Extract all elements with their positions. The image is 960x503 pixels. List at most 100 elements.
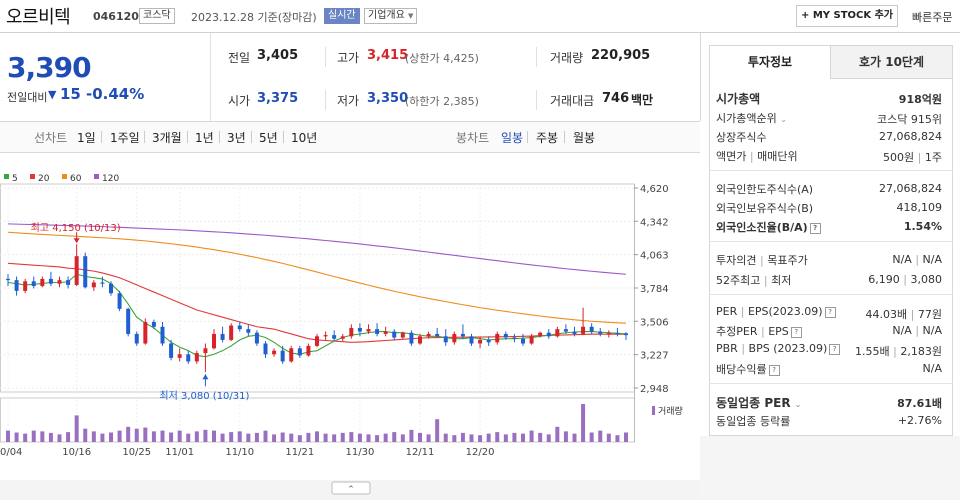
low-label: 저가: [337, 94, 360, 108]
candle-body: [83, 256, 88, 288]
tab-investment-info[interactable]: 투자정보: [709, 45, 831, 78]
stock-header: 오르비텍 046120 코스닥 2023.12.28 기준(장마감) 실시간 기…: [0, 0, 960, 32]
w52-low-label: 최저: [771, 274, 792, 287]
shares-label: 상장주식수: [716, 131, 767, 144]
volume-bar: [23, 433, 28, 442]
volume-legend-label: 거래량: [658, 405, 683, 417]
pbr-values: 1.55배 | 2,183원: [855, 345, 942, 358]
period-1d[interactable]: 1일: [77, 131, 96, 145]
change-label: 전일대비: [7, 91, 48, 104]
volume-bar: [194, 431, 199, 442]
candle-body: [357, 327, 362, 332]
x-tick-label: 12/20: [466, 447, 495, 458]
volume-bar: [66, 432, 71, 442]
quick-order-link[interactable]: 빠른주문: [912, 11, 953, 24]
volume-bar: [581, 404, 586, 442]
volume-bar: [91, 431, 96, 442]
help-icon[interactable]: ?: [809, 223, 821, 234]
tab-orderbook[interactable]: 호가 10단계: [830, 45, 953, 79]
mystock-label: MY STOCK 추가: [812, 10, 894, 21]
volume-bar: [134, 428, 139, 442]
open-label: 시가: [228, 94, 251, 108]
candle-body: [400, 332, 405, 338]
candle-body: [14, 280, 19, 291]
period-1w[interactable]: 1주일: [110, 131, 140, 145]
divider: [536, 47, 537, 67]
candle-body: [521, 338, 525, 344]
volume-bar: [143, 427, 148, 442]
volume-bar: [177, 430, 182, 442]
candle-body: [512, 337, 517, 339]
volume-bar: [31, 430, 36, 442]
period-10y[interactable]: 10년: [291, 131, 318, 145]
industry-rate-value: +2.76%: [897, 414, 942, 427]
target-label: 목표주가: [767, 254, 808, 267]
candle-weekly[interactable]: 주봉: [536, 131, 559, 145]
candle-body: [289, 348, 294, 362]
candle-body: [572, 331, 577, 334]
volume-bar: [546, 434, 551, 442]
candle-body: [383, 331, 388, 334]
chevron-down-icon[interactable]: ⌄: [794, 400, 802, 409]
ma20-line: [7, 262, 627, 343]
volume-bar: [109, 432, 113, 442]
market-badge: 코스닥: [139, 8, 175, 24]
help-icon[interactable]: ?: [829, 344, 841, 355]
panel-footer: [700, 436, 960, 500]
help-icon[interactable]: ?: [768, 365, 780, 376]
chevron-down-icon[interactable]: ⌄: [780, 115, 787, 124]
candle-body: [143, 321, 148, 344]
volume-bar: [306, 432, 311, 442]
y-tick-label: 3,227: [640, 351, 669, 362]
legend-swatch: [94, 174, 99, 179]
divider: [283, 131, 284, 143]
candle-daily[interactable]: 일봉: [501, 131, 524, 145]
candle-body: [203, 348, 208, 354]
help-icon[interactable]: ?: [790, 327, 802, 338]
chevron-up-icon: ⌃: [347, 485, 355, 495]
period-3y[interactable]: 3년: [227, 131, 246, 145]
target-value: N/A: [922, 253, 942, 266]
candle-body: [418, 336, 422, 344]
help-icon[interactable]: ?: [824, 307, 836, 318]
realtime-button[interactable]: 실시간: [324, 8, 360, 24]
company-overview-label: 기업개요: [368, 10, 405, 21]
divider: [709, 170, 953, 171]
period-3m[interactable]: 3개월: [152, 131, 182, 145]
mystock-add-button[interactable]: + MY STOCK 추가: [796, 5, 898, 27]
company-overview-button[interactable]: 기업개요 ▼: [364, 8, 418, 24]
volume-bar: [400, 434, 405, 442]
per-label: PER: [716, 305, 738, 318]
candle-body: [392, 331, 397, 338]
dividend-label-row: 배당수익률?: [716, 361, 780, 377]
period-1y[interactable]: 1년: [195, 131, 214, 145]
chart-toolbar: 선차트 1일 1주일 3개월 1년 3년 5년 10년 봉차트 일봉 주봉 월봉: [0, 121, 700, 153]
high-annotation: 최고 4,150 (10/13): [31, 222, 121, 234]
volume-bar: [332, 434, 337, 442]
legend-label: 60: [70, 174, 82, 184]
change-percent: -0.44%: [86, 85, 145, 103]
candle-body: [280, 350, 285, 362]
candle-body: [452, 333, 457, 343]
divider: [536, 90, 537, 110]
volume-bar: [589, 432, 594, 442]
dividend-value: N/A: [922, 362, 942, 375]
industry-per-label: 동일업종 PER: [716, 396, 791, 410]
candle-body: [220, 333, 225, 340]
w52-high-value: 6,190: [868, 273, 900, 286]
candle-body: [74, 256, 79, 285]
candle-body: [435, 333, 440, 337]
foreign-limit-label: 외국인한도주식수(A): [716, 183, 814, 196]
per-value: 44.03배: [865, 308, 908, 321]
volume-bar: [460, 432, 465, 442]
candle-body: [177, 354, 182, 358]
period-5y[interactable]: 5년: [259, 131, 278, 145]
opinion-label-row: 투자의견 | 목표주가: [716, 254, 808, 267]
candle-body: [486, 339, 491, 343]
volume-bar: [74, 415, 79, 442]
candle-monthly[interactable]: 월봉: [573, 131, 596, 145]
volume-value: 220,905: [591, 48, 651, 63]
x-tick-label: 12/11: [406, 447, 435, 458]
volume-bar: [297, 435, 302, 442]
ma120-line: [7, 223, 627, 275]
